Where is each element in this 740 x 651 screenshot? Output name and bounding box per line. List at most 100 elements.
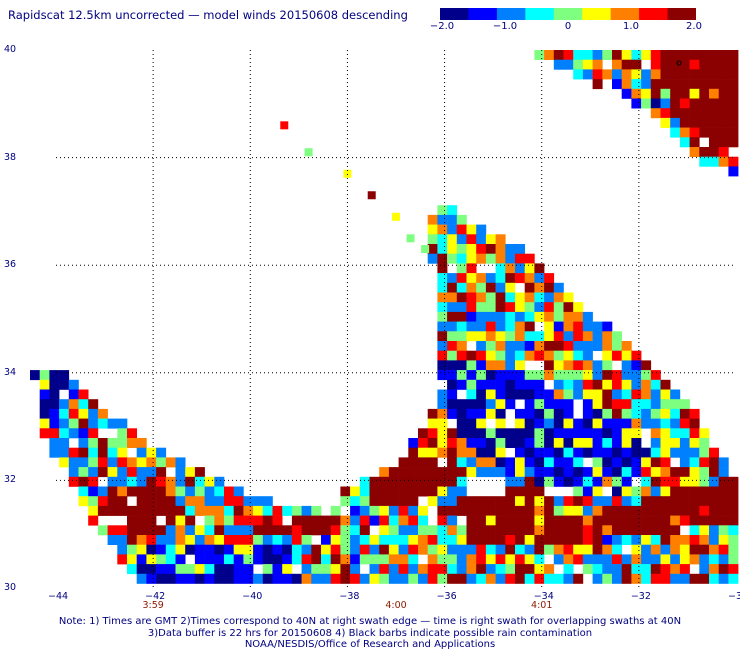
- swath-cell: [631, 457, 642, 468]
- swath-cell: [204, 544, 215, 555]
- swath-cell: [718, 117, 729, 128]
- swath-cell: [679, 408, 690, 419]
- swath-cell: [185, 486, 196, 497]
- swath-cell: [495, 438, 506, 448]
- swath-cell: [689, 447, 700, 458]
- swath-cell: [495, 515, 506, 526]
- swath-cell: [447, 360, 458, 371]
- swath-cell: [466, 457, 477, 468]
- swath-cell: [699, 98, 710, 109]
- swath-cell: [689, 467, 700, 478]
- swath-cell: [107, 438, 118, 448]
- swath-cell: [485, 244, 496, 254]
- swath-cell: [495, 408, 506, 419]
- swath-cell: [466, 224, 477, 235]
- swath-cell: [427, 467, 438, 478]
- swath-cell: [127, 535, 137, 545]
- swath-cell: [447, 447, 458, 458]
- swath-cell: [214, 525, 225, 536]
- swath-cell: [447, 321, 458, 332]
- x-tick-label: −32: [630, 591, 651, 602]
- swath-cell: [602, 418, 613, 429]
- swath-cell: [272, 573, 283, 584]
- swath-cell: [437, 224, 448, 235]
- swath-cell: [553, 457, 564, 468]
- swath-cell: [534, 486, 545, 497]
- swath-cell: [398, 554, 409, 565]
- swath-cell: [515, 486, 525, 497]
- swath-cell: [505, 564, 516, 575]
- swath-cell: [602, 321, 613, 332]
- swath-cell: [388, 554, 399, 565]
- swath-cell: [592, 379, 603, 390]
- swath-cell: [553, 282, 564, 293]
- swath-cell: [660, 108, 671, 119]
- swath-cell: [563, 476, 574, 487]
- swath-cell: [612, 341, 622, 351]
- swath-cell: [534, 273, 545, 284]
- swath-cell: [224, 525, 234, 536]
- swath-cell: [612, 418, 622, 429]
- swath-cell: [233, 515, 244, 526]
- swath-cell: [485, 544, 496, 555]
- swath-cell: [631, 573, 642, 584]
- swath-cell: [447, 535, 458, 545]
- swath-cell: [456, 321, 467, 332]
- swath-cell: [437, 535, 448, 545]
- swath-cell: [621, 50, 632, 60]
- swath-cell: [97, 438, 108, 448]
- swath-cell: [728, 117, 739, 128]
- swath-cell: [573, 457, 584, 468]
- swath-cell: [59, 438, 70, 448]
- swath-cell: [311, 544, 322, 555]
- swath-cell: [495, 447, 506, 458]
- swath-cell: [631, 525, 642, 536]
- colorbar-swatch: [639, 8, 669, 20]
- swath-cell: [427, 447, 438, 458]
- swath-cell: [224, 554, 234, 565]
- swath-cell: [369, 515, 380, 526]
- swath-cell: [127, 564, 137, 575]
- swath-cell: [582, 496, 593, 507]
- swath-cell: [553, 535, 564, 545]
- swath-cell: [466, 438, 477, 448]
- swath-cell: [544, 399, 555, 410]
- swath-cell: [495, 263, 506, 274]
- time-label: 4:01: [531, 600, 553, 611]
- swath-cell: [679, 564, 690, 575]
- swath-cell: [330, 554, 341, 565]
- swath-cell: [379, 476, 390, 487]
- swath-cell: [573, 428, 584, 439]
- swath-cell: [466, 263, 477, 274]
- swath-cell: [156, 505, 167, 516]
- swath-cell: [262, 554, 273, 565]
- swath-cell: [544, 50, 555, 60]
- swath-cell: [340, 544, 351, 555]
- swath-cell: [699, 108, 710, 119]
- swath-cell: [204, 573, 215, 584]
- swath-cell: [553, 428, 564, 439]
- swath-cell: [466, 234, 477, 245]
- swath-cell: [631, 98, 642, 109]
- swath-cell: [418, 573, 428, 584]
- swath-cell: [544, 408, 555, 419]
- swath-cell: [301, 515, 312, 526]
- swath-cell: [728, 476, 739, 487]
- swath-cell: [156, 554, 167, 565]
- swath-cell: [437, 302, 448, 313]
- swath-cell: [437, 234, 448, 245]
- swath-cell: [495, 399, 506, 410]
- swath-cell: [553, 476, 564, 487]
- swath-cell: [670, 418, 681, 429]
- swath-cell: [466, 292, 477, 303]
- swath-cell: [631, 59, 642, 70]
- swath-cell: [563, 428, 574, 439]
- swath-cell: [524, 292, 535, 303]
- swath-cell: [127, 486, 137, 497]
- swath-cell: [466, 302, 477, 313]
- swath-cell: [631, 535, 642, 545]
- swath-cell: [699, 544, 710, 555]
- swath-cell: [127, 515, 137, 526]
- swath-cell: [194, 554, 205, 565]
- swath-cell: [534, 399, 545, 410]
